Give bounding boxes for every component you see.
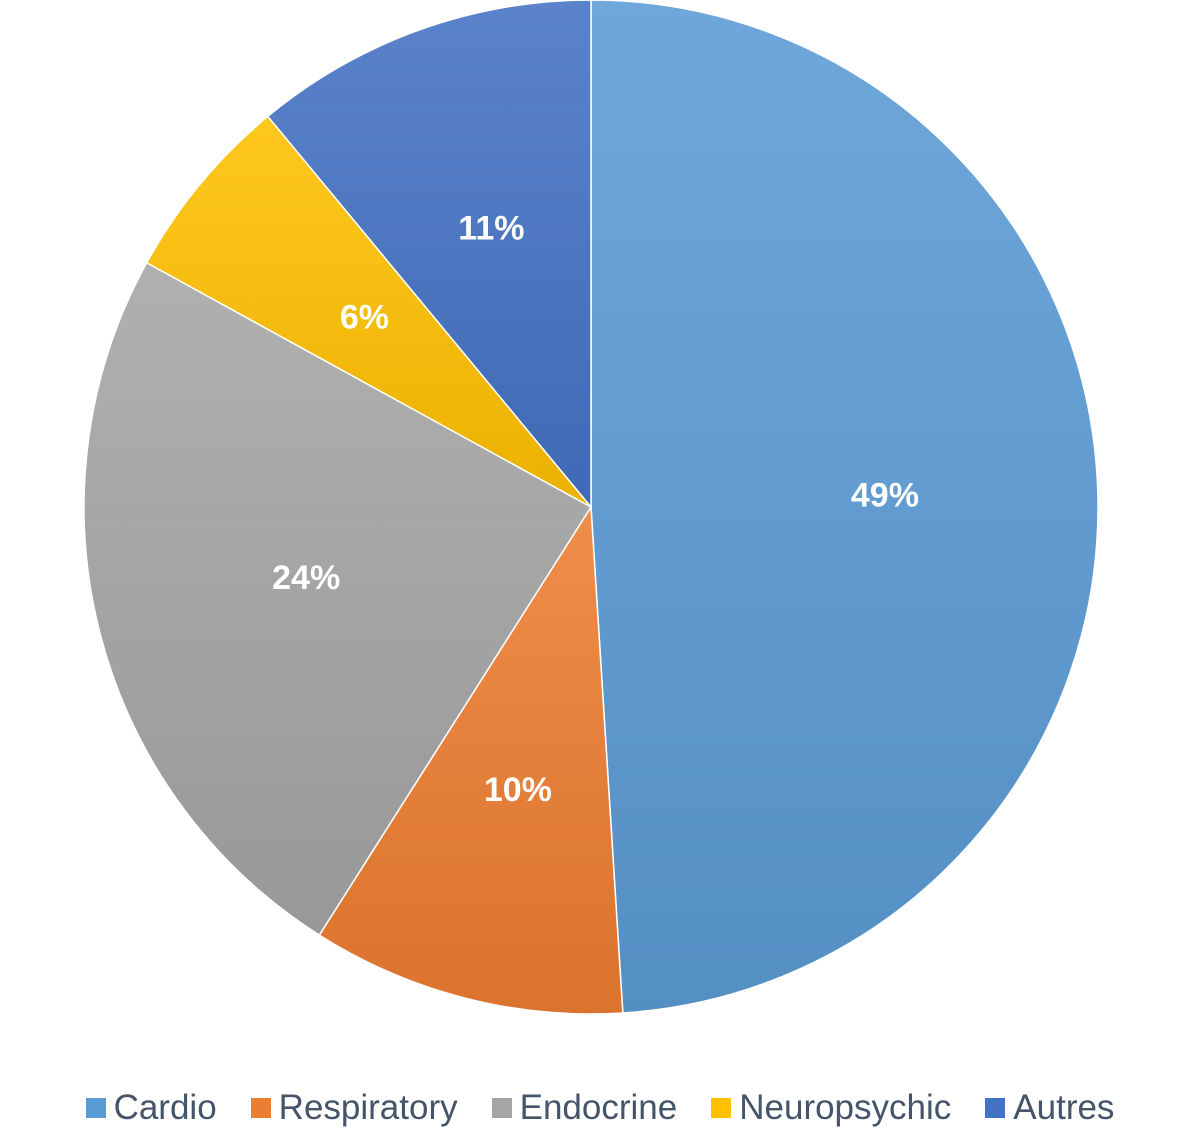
legend-item-autres: Autres xyxy=(985,1088,1114,1128)
data-label-cardio: 49% xyxy=(851,477,919,515)
legend-swatch-respiratory xyxy=(250,1098,271,1118)
legend-item-respiratory: Respiratory xyxy=(250,1088,458,1128)
legend-label-respiratory: Respiratory xyxy=(278,1088,458,1127)
pie-slice-endocrine xyxy=(83,261,593,937)
legend-label-autres: Autres xyxy=(1013,1088,1115,1127)
legend-swatch-endocrine xyxy=(491,1098,512,1118)
legend-label-cardio: Cardio xyxy=(113,1088,217,1127)
legend-item-neuropsychic: Neuropsychic xyxy=(711,1088,951,1128)
pie-data-labels: 49% 10% 24% 6% 11% xyxy=(272,209,919,808)
legend-swatch-cardio xyxy=(85,1098,106,1118)
data-label-neuropsychic: 6% xyxy=(340,299,389,337)
pie-slice-cardio xyxy=(590,0,1099,1014)
legend-label-endocrine: Endocrine xyxy=(519,1088,678,1127)
data-label-autres: 11% xyxy=(458,209,524,247)
data-label-respiratory: 10% xyxy=(484,771,552,809)
legend-swatch-autres xyxy=(985,1098,1006,1118)
pie-slices xyxy=(83,0,1099,1015)
legend-item-cardio: Cardio xyxy=(85,1088,217,1128)
legend-swatch-neuropsychic xyxy=(711,1098,732,1118)
legend-label-neuropsychic: Neuropsychic xyxy=(739,1088,952,1127)
pie-slice-autres xyxy=(266,0,592,510)
legend-item-endocrine: Endocrine xyxy=(491,1088,678,1128)
data-label-endocrine: 24% xyxy=(272,559,340,597)
pie-plot-area: 49% 10% 24% 6% 11% xyxy=(83,0,1099,1015)
chart-legend: Cardio Respiratory Endocrine Neuropsychic Au… xyxy=(0,1086,1200,1130)
pie-slice-neuropsychic xyxy=(145,115,592,508)
pie-slice-respiratory xyxy=(318,504,624,1015)
